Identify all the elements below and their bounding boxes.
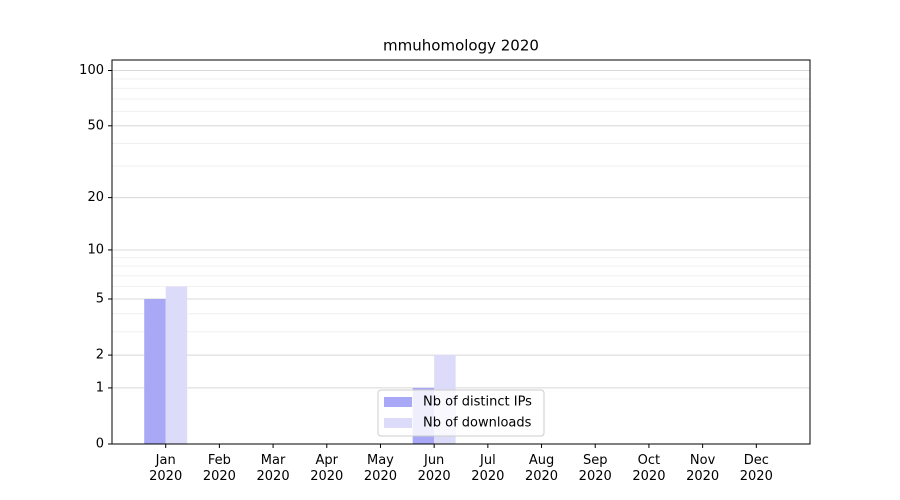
- legend-swatch: [384, 418, 412, 428]
- legend-box: [377, 389, 545, 437]
- x-tick-label: Apr 2020: [310, 453, 344, 484]
- x-tick-label: Jul 2020: [471, 453, 505, 484]
- x-tick-label: Aug 2020: [524, 453, 559, 484]
- x-tick-label: Feb 2020: [202, 453, 236, 484]
- x-tick-label: Oct 2020: [632, 453, 666, 484]
- bar: [165, 286, 188, 444]
- x-tick-label: Jun 2020: [417, 453, 451, 484]
- plot-frame: [111, 59, 811, 445]
- x-tick-label: Sep 2020: [578, 453, 612, 484]
- y-tick-label: 10: [87, 242, 104, 257]
- y-tick-label: 0: [96, 437, 104, 452]
- y-tick-label: 100: [79, 63, 104, 78]
- x-tick-label: May 2020: [363, 453, 397, 484]
- y-tick-label: 2: [96, 348, 104, 363]
- bar: [144, 298, 166, 444]
- x-tick-label: Jan 2020: [149, 453, 183, 484]
- y-tick-label: 50: [87, 118, 104, 133]
- x-tick-label: Mar 2020: [256, 453, 290, 484]
- chart-title: mmuhomology 2020: [383, 37, 539, 55]
- x-tick-label: Nov 2020: [686, 453, 720, 484]
- y-tick-label: 20: [87, 190, 104, 205]
- y-tick-label: 1: [96, 380, 104, 395]
- y-tick-label: 5: [96, 291, 104, 306]
- legend-swatch: [384, 397, 412, 407]
- legend-label: Nb of downloads: [423, 416, 532, 431]
- x-tick-label: Dec 2020: [739, 453, 773, 484]
- legend-label: Nb of distinct IPs: [423, 395, 532, 410]
